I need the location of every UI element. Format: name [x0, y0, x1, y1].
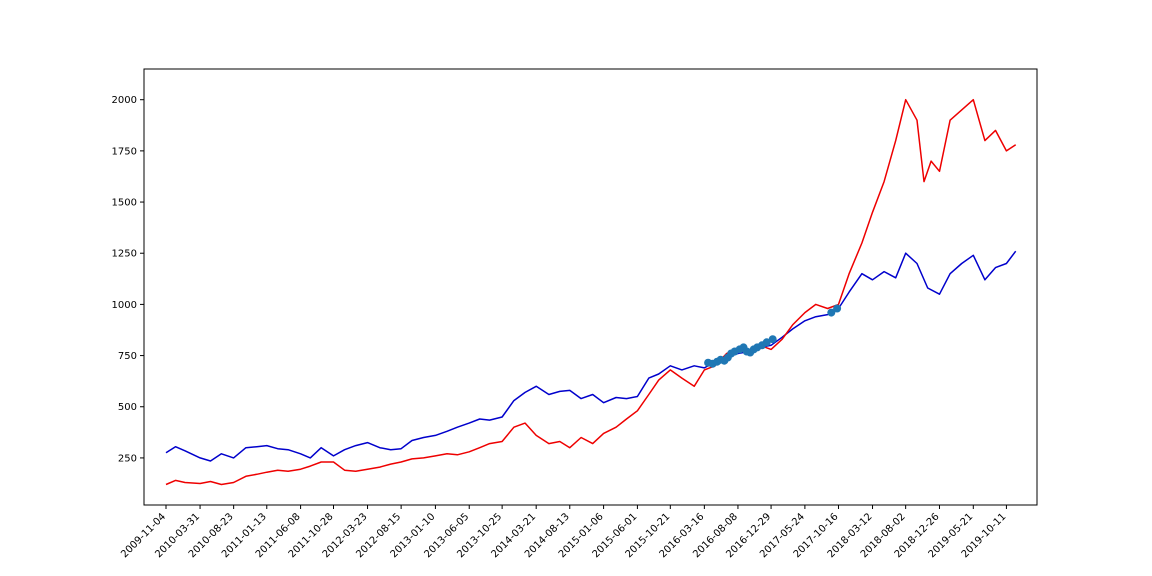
marker-point [827, 308, 836, 317]
y-tick-label: 1000 [112, 300, 137, 311]
marker-layer [704, 304, 842, 368]
y-tick-label: 1750 [112, 146, 137, 157]
y-tick-label: 250 [118, 453, 137, 464]
series-line-1 [165, 250, 1017, 462]
marker-point [768, 335, 777, 344]
y-tick-label: 1500 [112, 198, 137, 209]
plot-area [143, 68, 1038, 506]
y-tick-label: 500 [118, 402, 137, 413]
y-tick-label: 1250 [112, 249, 137, 260]
y-tick-label: 750 [118, 351, 137, 362]
series-layer [165, 98, 1017, 486]
series-line-2 [165, 98, 1017, 486]
y-tick-label: 2000 [112, 95, 137, 106]
marker-point [833, 304, 842, 313]
y-axis: 250 500 750 1000 1250 1500 1750 2000 [112, 95, 144, 464]
x-axis: 2009-11-042010-03-312010-08-232011-01-13… [119, 505, 1009, 560]
marker-point [762, 338, 771, 347]
